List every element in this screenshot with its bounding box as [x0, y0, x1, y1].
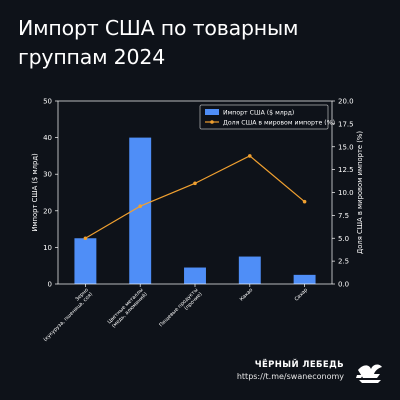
line-point	[248, 154, 252, 158]
series-line	[85, 155, 305, 239]
brand-link[interactable]: https://t.me/swaneconomy	[236, 372, 344, 381]
legend-box	[199, 104, 329, 130]
page-title: Импорт США по товарным группам 2024	[18, 16, 299, 69]
legend-swatch-bar	[205, 109, 219, 115]
y-tick-label: 20	[43, 207, 52, 215]
line-point	[193, 181, 197, 186]
y2-tick-label: 10.0	[338, 189, 354, 197]
legend-label: Импорт США ($ млрд)	[223, 110, 294, 117]
x-tick-label: Сахар	[294, 287, 309, 302]
line-point	[83, 236, 88, 241]
bar	[74, 238, 97, 284]
y-tick-label: 40	[43, 134, 52, 142]
swan-logo-icon	[356, 364, 382, 383]
y2-tick-label: 15.0	[338, 143, 354, 151]
y-tick-label: 50	[43, 98, 52, 106]
y2-tick-label: 5.0	[338, 235, 349, 243]
y2-axis-label: Доля США в мировом импорте (%)	[356, 131, 364, 254]
y-axis-label: Импорт США ($ млрд)	[31, 153, 39, 232]
y2-tick-label: 17.5	[338, 120, 354, 128]
y2-tick-label: 0.0	[338, 281, 349, 289]
y-tick-label: 30	[43, 171, 52, 179]
line-point	[302, 199, 307, 204]
x-tick-label: Зерно(кукуруза, пшеница, соя)	[38, 287, 94, 343]
y2-tick-label: 7.5	[338, 212, 349, 220]
y-tick-label: 0	[48, 281, 52, 289]
x-tick-label: Цветные металлы(медь, алюминий)	[107, 287, 149, 329]
bar	[293, 274, 316, 284]
y2-tick-label: 20.0	[338, 98, 354, 106]
bar	[184, 267, 206, 284]
bar	[129, 137, 152, 284]
y-tick-label: 10	[43, 244, 52, 252]
y2-tick-label: 12.5	[338, 166, 354, 174]
x-tick-label: Пищевые продукты(прочие)	[158, 287, 203, 332]
brand-block: ЧЁРНЫЙ ЛЕБЕДЬ https://t.me/swaneconomy	[237, 360, 344, 381]
line-point	[138, 204, 142, 209]
brand-name: ЧЁРНЫЙ ЛЕБЕДЬ	[254, 360, 344, 370]
bar	[238, 256, 261, 284]
y2-tick-label: 2.5	[338, 258, 349, 266]
legend-swatch-point	[210, 120, 214, 124]
legend-label: Доля США в мировом импорте (%)	[223, 120, 335, 127]
x-tick-label: Какао	[239, 287, 254, 302]
